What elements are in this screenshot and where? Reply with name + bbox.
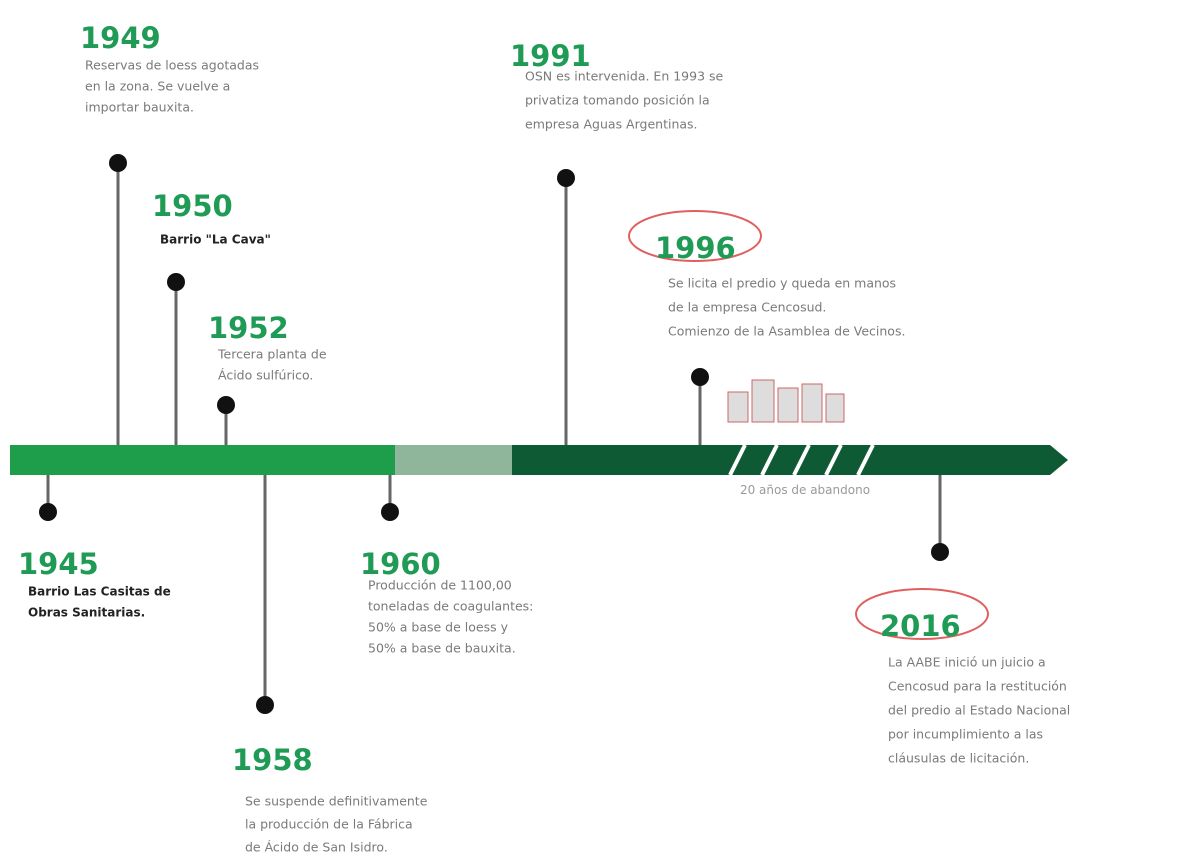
event-year: 1960 xyxy=(360,547,441,581)
event-text: en la zona. Se vuelve a xyxy=(85,79,230,94)
event-text: empresa Aguas Argentinas. xyxy=(525,117,698,132)
pin-dot xyxy=(217,396,235,414)
event-text: de Ácido de San Isidro. xyxy=(245,840,388,855)
event-text: Ácido sulfúrico. xyxy=(218,368,313,383)
event-text: Se suspende definitivamente xyxy=(245,794,428,809)
event-year: 1949 xyxy=(80,21,161,55)
timeline: 20 años de abandono 1949 Reservas de loes… xyxy=(0,0,1202,864)
event-text: Obras Sanitarias. xyxy=(28,606,145,620)
event-text: Reservas de loess agotadas xyxy=(85,58,259,73)
event-text: Cencosud para la restitución xyxy=(888,679,1067,694)
event-text: Tercera planta de xyxy=(217,347,327,362)
event-text: por incumplimiento a las xyxy=(888,727,1043,742)
abandon-label: 20 años de abandono xyxy=(740,483,870,497)
bar-arrow xyxy=(1050,445,1068,475)
pin-dot xyxy=(167,273,185,291)
pin-dot xyxy=(256,696,274,714)
event-text: privatiza tomando posición la xyxy=(525,93,710,108)
event-text: del predio al Estado Nacional xyxy=(888,703,1070,718)
event-text: la producción de la Fábrica xyxy=(245,817,413,832)
event-text: de la empresa Cencosud. xyxy=(668,300,826,315)
pin-dot xyxy=(691,368,709,386)
pin-dot xyxy=(39,503,57,521)
event-text: 50% a base de loess y xyxy=(368,620,509,635)
bar-segment xyxy=(512,445,1050,475)
event-text: Comienzo de la Asamblea de Vecinos. xyxy=(668,324,905,339)
event-year: 1958 xyxy=(232,743,313,777)
event-text: cláusulas de licitación. xyxy=(888,751,1029,766)
event-year: 2016 xyxy=(880,609,961,643)
event-text: Barrio Las Casitas de xyxy=(28,585,171,599)
pin-dot xyxy=(381,503,399,521)
event-year: 1952 xyxy=(208,311,289,345)
buildings-icon xyxy=(728,380,844,422)
event-text: Producción de 1100,00 xyxy=(368,578,512,593)
event-year: 1945 xyxy=(18,547,99,581)
event-text: toneladas de coagulantes: xyxy=(368,599,533,614)
event-text: Se licita el predio y queda en manos xyxy=(668,276,896,291)
event-text: importar bauxita. xyxy=(85,100,194,115)
event-text: La AABE inició un juicio a xyxy=(888,655,1046,670)
pin-dot xyxy=(109,154,127,172)
bar-segment xyxy=(10,445,395,475)
pin-dot xyxy=(931,543,949,561)
event-text: Barrio "La Cava" xyxy=(160,233,271,247)
bar-segment xyxy=(395,445,512,475)
event-year: 1950 xyxy=(152,189,233,223)
pin-dot xyxy=(557,169,575,187)
event-text: 50% a base de bauxita. xyxy=(368,641,516,656)
event-text: OSN es intervenida. En 1993 se xyxy=(525,69,724,84)
event-year: 1996 xyxy=(655,231,736,265)
